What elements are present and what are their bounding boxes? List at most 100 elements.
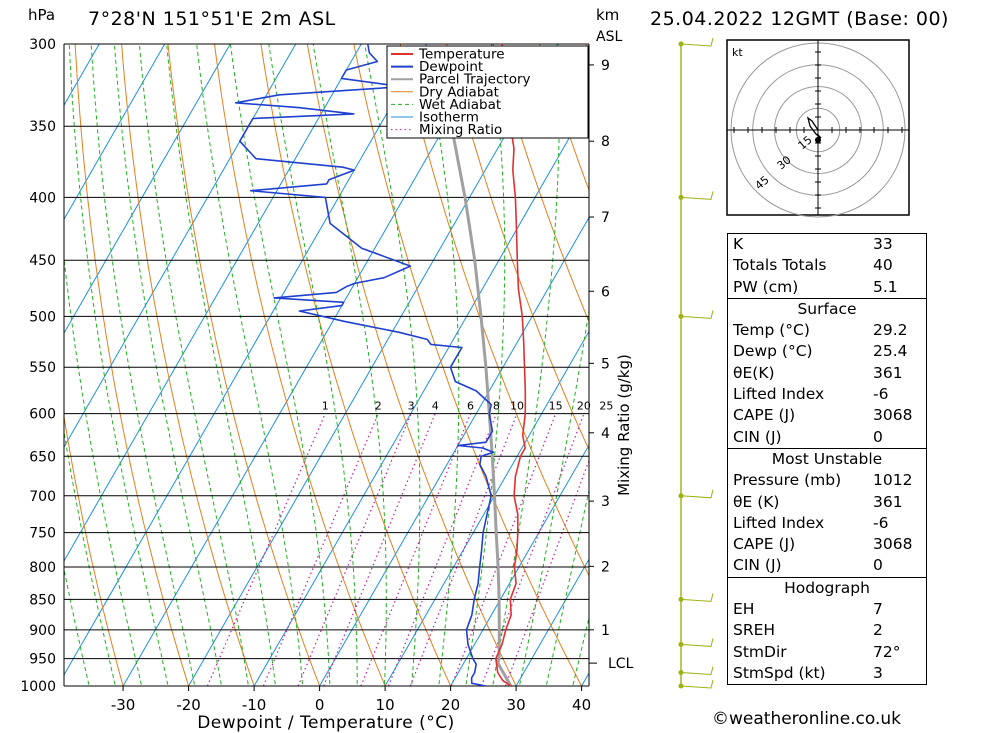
hodograph-index-value: 3 bbox=[873, 663, 883, 682]
index-row: PW (cm) 5.1 bbox=[728, 277, 926, 298]
mixing-ratio-label: 6 bbox=[467, 400, 474, 413]
unstable-index-key: CIN (J) bbox=[733, 556, 782, 575]
hodograph-trace bbox=[806, 116, 822, 139]
pressure-tick-label: 350 bbox=[29, 119, 56, 135]
hodograph-index-key: SREH bbox=[733, 621, 776, 640]
pressure-tick-label: 850 bbox=[29, 592, 56, 608]
pressure-tick-label: 1000 bbox=[20, 679, 56, 695]
unstable-section-title: Most Unstable bbox=[771, 449, 883, 468]
surface-index-row: Lifted Index -6 bbox=[728, 384, 926, 405]
indices-surface-section: Surface Temp (°C) 29.2 Dewp (°C) 25.4 θE(K) 3… bbox=[727, 298, 927, 449]
hodograph-index-value: 72° bbox=[873, 642, 901, 661]
km-tick-label: 2 bbox=[601, 559, 610, 575]
wind-barb bbox=[680, 489, 714, 499]
mixing-ratio-label: 8 bbox=[493, 400, 500, 413]
temperature-line bbox=[494, 44, 527, 686]
unstable-index-row: θE (K) 361 bbox=[728, 492, 926, 513]
pressure-tick-label: 650 bbox=[29, 449, 56, 465]
isotherm-line bbox=[64, 44, 362, 562]
mixing-ratio-line bbox=[387, 413, 497, 686]
mixing-ratio-line bbox=[262, 413, 379, 686]
surface-index-value: 0 bbox=[873, 427, 883, 446]
pressure-tick-label: 950 bbox=[29, 652, 56, 668]
unstable-index-row: Lifted Index -6 bbox=[728, 513, 926, 534]
legend-entry: Temperature bbox=[418, 47, 505, 63]
km-tick-label: 1 bbox=[601, 623, 610, 639]
dry-adiabat-line bbox=[167, 44, 321, 686]
x-tick-label: 10 bbox=[376, 696, 395, 714]
mixing-ratio-line bbox=[206, 413, 326, 686]
mixing-ratio-label: 4 bbox=[432, 400, 439, 413]
unstable-index-value: 361 bbox=[873, 492, 903, 511]
pressure-tick-label: 750 bbox=[29, 526, 56, 542]
mixing-ratio-axis-label: Mixing Ratio (g/kg) bbox=[615, 354, 633, 496]
index-value: 5.1 bbox=[873, 277, 898, 296]
wet-adiabat-line bbox=[229, 44, 331, 686]
unstable-index-value: 3068 bbox=[873, 535, 913, 554]
wind-barb bbox=[680, 191, 714, 200]
isotherm-line bbox=[450, 444, 589, 686]
wet-adiabat-line bbox=[113, 44, 223, 686]
km-tick-label: 6 bbox=[601, 284, 610, 300]
lcl-label: LCL bbox=[608, 656, 634, 672]
dry-adiabat-line bbox=[953, 0, 1000, 712]
wet-adiabat-line bbox=[68, 44, 169, 686]
hodograph-index-value: 2 bbox=[873, 621, 883, 640]
wind-barb bbox=[680, 310, 714, 319]
surface-index-row: Dewp (°C) 25.4 bbox=[728, 341, 926, 362]
x-tick-label: 40 bbox=[572, 696, 591, 714]
index-key: K bbox=[733, 235, 744, 253]
wet-adiabat-line bbox=[268, 44, 358, 686]
legend-entry: Dry Adiabat bbox=[419, 84, 499, 100]
surface-index-key: θE(K) bbox=[733, 363, 775, 382]
surface-index-value: 3068 bbox=[873, 406, 913, 425]
unstable-index-value: 0 bbox=[873, 556, 883, 575]
km-tick-label: 4 bbox=[601, 426, 610, 442]
unstable-index-row: Pressure (mb) 1012 bbox=[728, 470, 926, 491]
legend-entry: Isotherm bbox=[419, 110, 479, 126]
asl-label: ASL bbox=[596, 29, 622, 45]
surface-index-value: -6 bbox=[873, 385, 889, 404]
hodograph-unit-label: kt bbox=[732, 46, 743, 59]
legend-entry: Wet Adiabat bbox=[419, 97, 501, 113]
pressure-tick-label: 400 bbox=[29, 190, 56, 206]
km-tick-label: 5 bbox=[601, 356, 610, 372]
mixing-ratio-label: 15 bbox=[549, 400, 563, 413]
x-tick-label: 0 bbox=[315, 696, 325, 714]
wet-adiabat-line bbox=[312, 44, 387, 686]
mixing-ratio-line bbox=[323, 413, 436, 686]
unstable-index-key: CAPE (J) bbox=[733, 535, 796, 554]
y-axis-unit-label: hPa bbox=[28, 6, 55, 24]
isotherm-line bbox=[384, 330, 589, 686]
hodograph-index-row: StmDir 72° bbox=[728, 642, 926, 663]
unstable-index-row: CAPE (J) 3068 bbox=[728, 534, 926, 555]
wet-adiabat-line bbox=[572, 615, 589, 686]
wind-barb bbox=[680, 37, 714, 47]
pressure-tick-label: 300 bbox=[29, 37, 56, 53]
km-tick-label: 8 bbox=[601, 134, 610, 150]
mixing-ratio-label: 3 bbox=[408, 400, 415, 413]
chart-datetime: 25.04.2022 12GMT (Base: 00) bbox=[650, 8, 949, 30]
index-key: PW (cm) bbox=[733, 277, 799, 296]
index-row: K 33 bbox=[728, 234, 926, 255]
mixing-ratio-label: 25 bbox=[599, 400, 613, 413]
wet-adiabat-line bbox=[166, 44, 277, 686]
mixing-ratio-line bbox=[360, 413, 472, 686]
wet-adiabat-line bbox=[138, 44, 249, 686]
legend-entry: Mixing Ratio bbox=[419, 122, 502, 138]
pressure-tick-label: 800 bbox=[29, 560, 56, 576]
isotherm-line bbox=[319, 216, 589, 686]
copyright-notice: ©weatheronline.co.uk bbox=[712, 709, 902, 729]
isotherm-line bbox=[0, 0, 24, 712]
legend-box bbox=[386, 45, 589, 139]
pressure-tick-label: 600 bbox=[29, 407, 56, 423]
km-axis-label: km bbox=[596, 6, 619, 24]
x-tick-label: -30 bbox=[111, 696, 136, 714]
index-key: Totals Totals bbox=[733, 256, 827, 275]
index-value: 40 bbox=[873, 256, 893, 275]
hodograph-section-title: Hodograph bbox=[784, 578, 870, 597]
wet-adiabat-line bbox=[423, 44, 460, 686]
indices-panel: K 33 Totals Totals 40 PW (cm) 5.1 Surface Tem… bbox=[727, 233, 927, 686]
isotherm-line bbox=[64, 44, 297, 449]
x-tick-label: 20 bbox=[441, 696, 460, 714]
